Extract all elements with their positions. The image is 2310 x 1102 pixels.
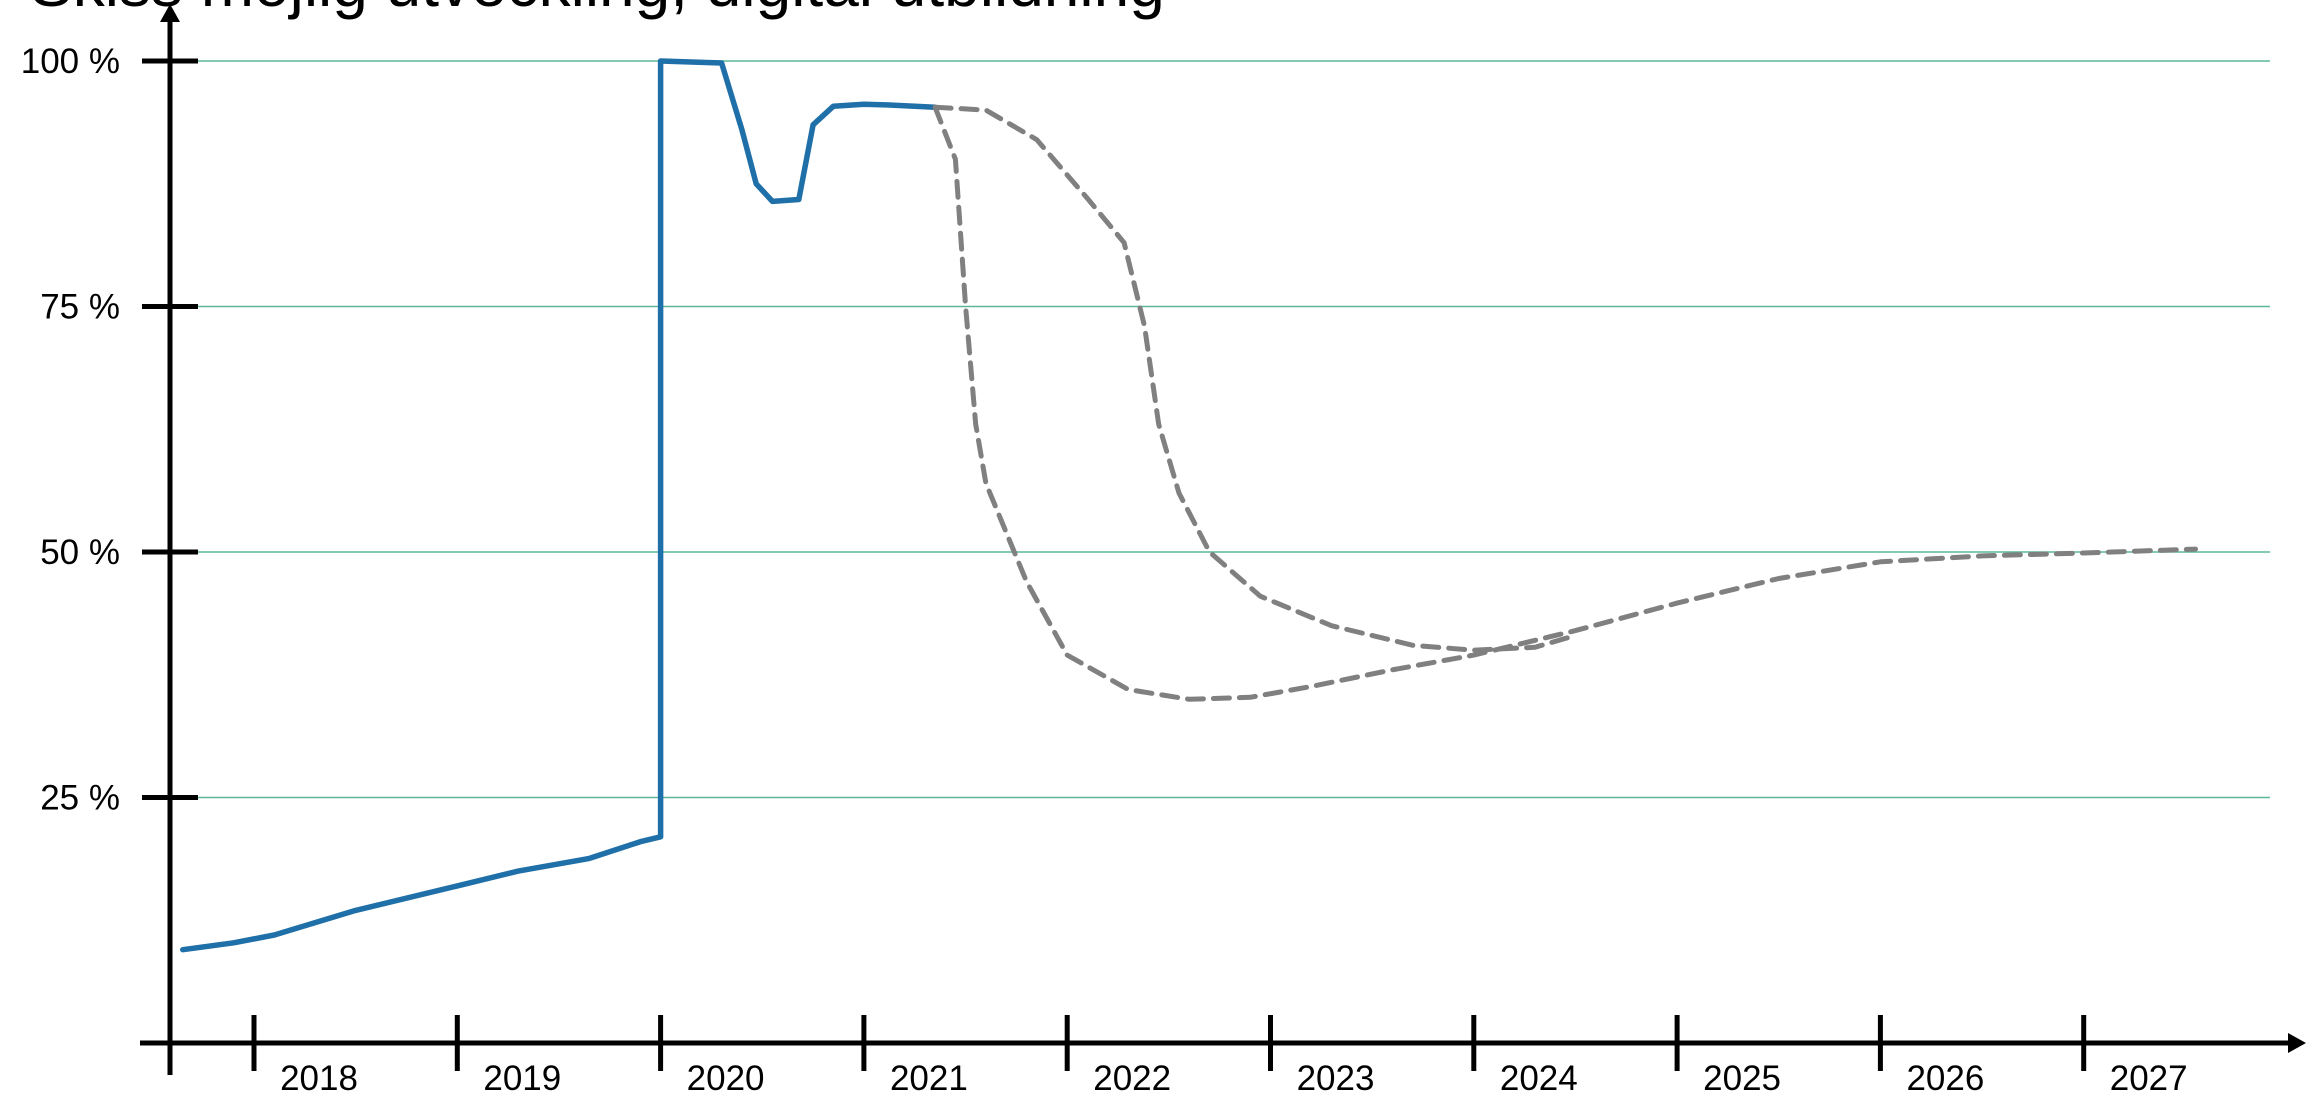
- x-tick-label: 2024: [1500, 1059, 1578, 1098]
- x-tick-label: 2018: [280, 1059, 358, 1098]
- tick-labels: 25 % 50 % 75 % 100 % 2018 2019 2020 2021 2022 202…: [21, 42, 2188, 1098]
- series-line-scenario-1: [932, 104, 2198, 702]
- series-lines: [180, 58, 2198, 953]
- series-line-actual: [180, 58, 938, 953]
- x-tick-label: 2025: [1703, 1059, 1781, 1098]
- y-tick-label: 50 %: [40, 533, 120, 572]
- x-tick-label: 2026: [1906, 1059, 1984, 1098]
- axes: [140, 4, 2306, 1075]
- y-axis-arrow-icon: [160, 4, 180, 22]
- series-line-scenario-2: [932, 104, 1578, 653]
- x-tick-label: 2023: [1297, 1059, 1375, 1098]
- x-tick-label: 2019: [483, 1059, 561, 1098]
- x-tick-label: 2027: [2110, 1059, 2188, 1098]
- y-tick-label: 75 %: [40, 288, 120, 327]
- y-tick-label: 100 %: [21, 42, 120, 81]
- x-tick-label: 2020: [687, 1059, 765, 1098]
- x-axis-arrow-icon: [2288, 1033, 2306, 1053]
- chart-title: Skiss möjlig utveckling, digital utbildn…: [30, 0, 1165, 20]
- x-tick-label: 2021: [890, 1059, 968, 1098]
- y-tick-label: 25 %: [40, 779, 120, 818]
- x-tick-label: 2022: [1093, 1059, 1171, 1098]
- gridlines: [182, 60, 2270, 799]
